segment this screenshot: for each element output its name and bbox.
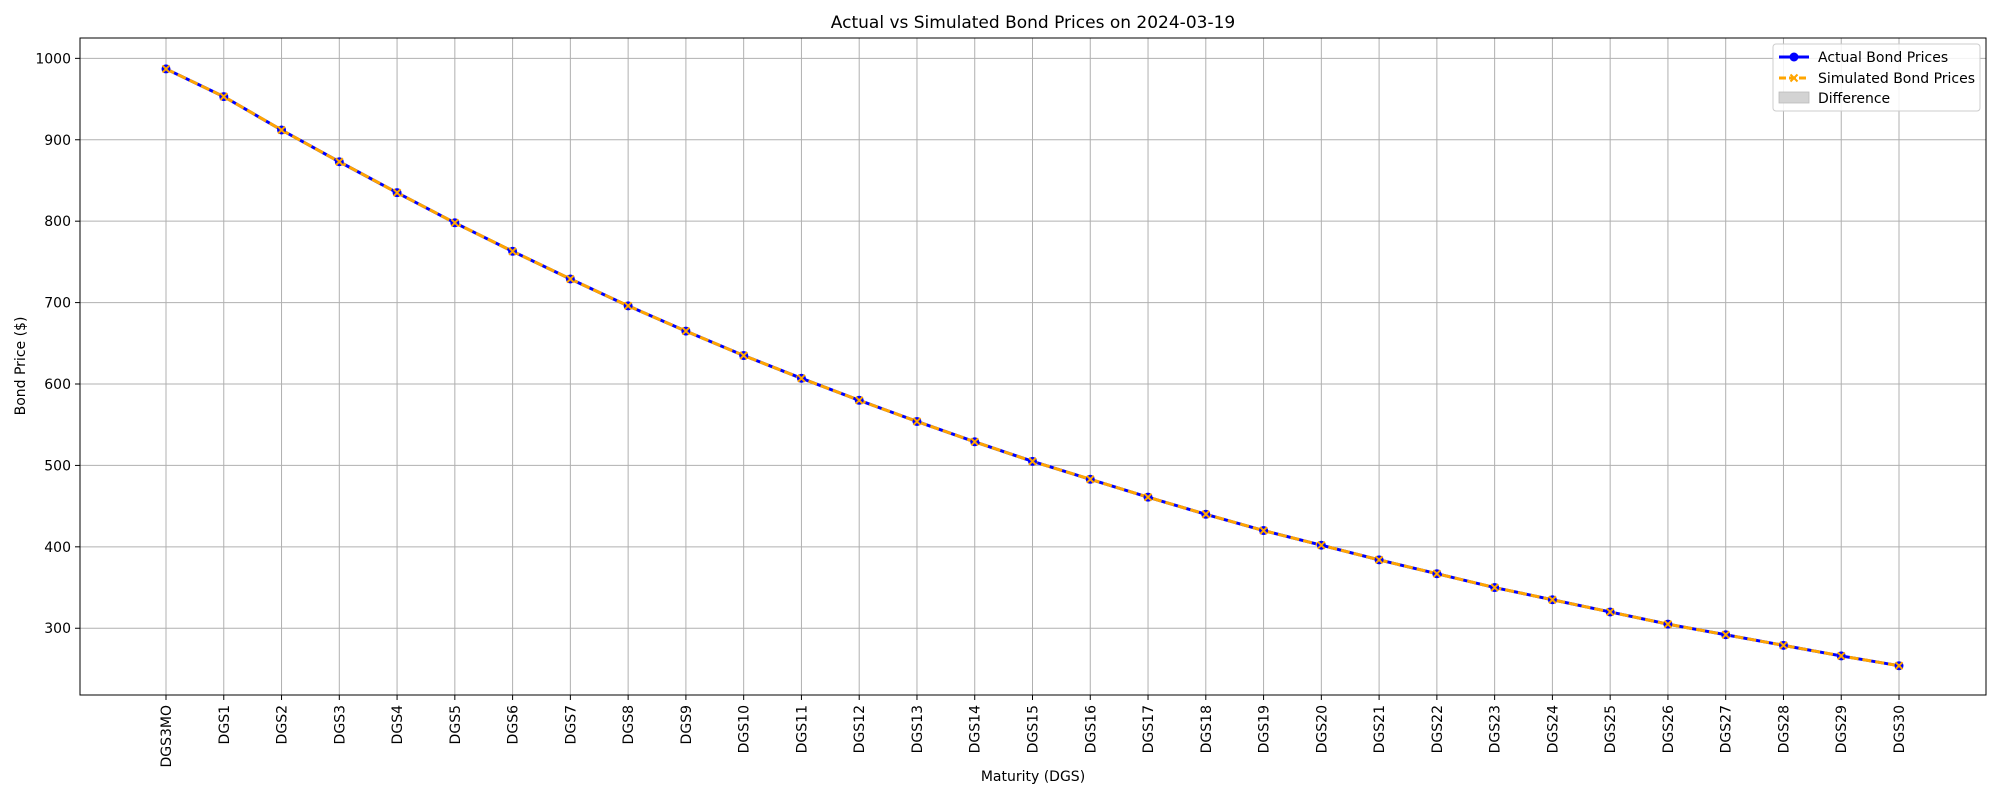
simulated-point [1259,526,1268,535]
x-tick-label: DGS18 [1199,705,1215,753]
legend-simulated-marker [1789,73,1799,83]
y-tick-label: 900 [44,133,71,149]
legend-box [1772,43,1981,112]
simulated-point [1490,583,1499,592]
x-tick-label: DGS24 [1545,705,1561,753]
x-tick-label: DGS15 [1026,705,1042,753]
x-tick-label: DGS14 [968,705,984,753]
y-tick-label: 800 [44,214,71,230]
simulated-point [1663,619,1673,629]
chart-title: Actual vs Simulated Bond Prices on 2024-… [831,13,1235,33]
simulated-point [1374,555,1384,565]
x-tick-label: DGS21 [1372,705,1388,753]
simulated-point [1028,457,1037,466]
x-tick-label: DGS3MO [159,705,175,768]
y-tick-label: 300 [44,621,71,637]
x-tick-label: DGS30 [1892,705,1908,753]
simulated-point [1894,661,1904,670]
x-tick-label: DGS11 [794,705,810,753]
y-tick-label: 700 [44,296,71,312]
simulated-point [1317,540,1326,550]
legend-item-actual: Actual Bond Prices [1779,50,1948,66]
y-axis-ticks: 300 400 500 600 700 800 900 1000 [35,51,80,637]
legend-simulated-label: Simulated Bond Prices [1818,71,1975,87]
x-tick-label: DGS5 [448,705,464,744]
y-tick-label: 500 [44,458,71,474]
x-tick-label: DGS22 [1430,705,1446,753]
simulated-point [970,437,979,447]
simulated-point [277,125,286,135]
simulated-point [797,374,806,383]
x-tick-label: DGS3 [332,705,348,744]
grid [80,38,1986,695]
simulated-point [1837,651,1846,661]
x-tick-label: DGS23 [1488,705,1504,753]
x-tick-label: DGS19 [1257,705,1273,753]
x-tick-label: DGS1 [217,705,233,744]
simulated-point [1779,641,1788,650]
legend-difference-label: Difference [1818,91,1890,107]
x-tick-label: DGS17 [1141,705,1157,753]
simulated-point [450,218,460,228]
x-tick-label: DGS12 [852,705,868,753]
simulated-point [1086,475,1095,484]
x-tick-label: DGS8 [621,705,637,744]
simulated-point [219,92,228,101]
simulated-point [739,351,748,360]
simulated-point [623,301,633,311]
x-tick-label: DGS2 [275,705,291,744]
x-tick-label: DGS10 [737,705,753,753]
x-tick-label: DGS28 [1776,705,1792,753]
x-tick-label: DGS6 [506,705,522,745]
simulated-point [912,417,922,426]
simulated-point [1721,630,1730,639]
legend-actual-label: Actual Bond Prices [1818,50,1948,66]
simulated-point [161,64,171,74]
simulated-point [1201,510,1211,519]
simulated-point [566,274,575,284]
legend-item-simulated: Simulated Bond Prices [1779,71,1975,87]
simulated-point [681,326,691,336]
y-axis-title: Bond Price ($) [13,317,29,416]
x-tick-label: DGS26 [1661,705,1677,753]
legend: Actual Bond Prices Simulated Bond Prices… [1772,43,1981,112]
x-axis-title: Maturity (DGS) [981,769,1085,785]
y-tick-label: 400 [44,540,71,556]
simulated-point [335,157,344,166]
legend-item-difference: Difference [1778,91,1890,107]
y-tick-label: 600 [44,377,71,393]
legend-difference-swatch [1778,91,1810,104]
series-layer [161,64,1904,671]
simulated-point [1605,607,1615,617]
simulated-point [1143,492,1153,502]
simulated-point [508,247,517,256]
x-axis-ticks: DGS3MO DGS1 DGS2 DGS3 DGS4 DGS5 DGS6 DGS7 DGS8 DG… [159,695,1908,768]
x-tick-label: DGS25 [1603,705,1619,753]
simulated-point [1432,569,1442,578]
legend-actual-marker [1789,52,1799,62]
x-tick-label: DGS29 [1834,705,1850,753]
simulated-point [392,188,402,197]
simulated-point [854,396,864,405]
x-tick-label: DGS9 [679,705,695,744]
x-tick-label: DGS7 [563,705,579,744]
simulated-point [1548,595,1557,604]
x-tick-label: DGS27 [1719,705,1735,753]
x-tick-label: DGS4 [390,705,406,745]
x-tick-label: DGS20 [1314,705,1330,753]
x-tick-label: DGS16 [1083,705,1099,753]
x-tick-label: DGS13 [910,705,926,753]
y-tick-label: 1000 [35,51,71,67]
